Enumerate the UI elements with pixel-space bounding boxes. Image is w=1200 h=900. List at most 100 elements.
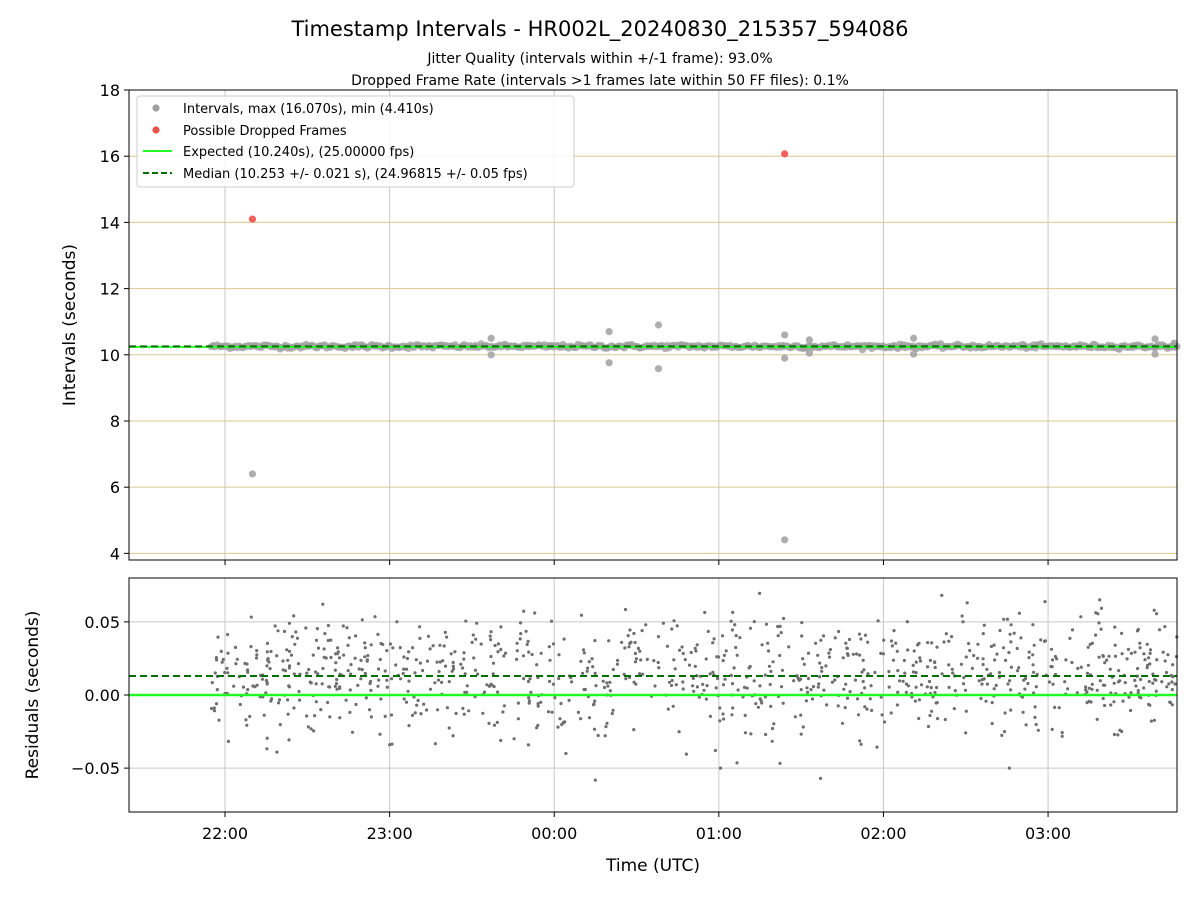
residual-point bbox=[711, 670, 715, 674]
residual-point bbox=[373, 615, 377, 619]
residual-point bbox=[802, 662, 806, 666]
residual-point bbox=[1033, 715, 1037, 720]
residual-point bbox=[334, 661, 338, 665]
residual-point bbox=[933, 665, 937, 670]
residual-point bbox=[1017, 666, 1021, 670]
residual-point bbox=[1161, 650, 1165, 654]
residual-point bbox=[476, 672, 480, 676]
residual-point bbox=[628, 628, 632, 632]
residual-point bbox=[354, 634, 358, 638]
residual-point bbox=[913, 699, 918, 703]
residual-point bbox=[546, 710, 551, 714]
residual-point bbox=[557, 676, 561, 681]
residual-point bbox=[567, 698, 571, 703]
residual-point bbox=[496, 690, 500, 694]
residual-point bbox=[608, 689, 612, 693]
residual-point bbox=[943, 717, 947, 722]
top-y-tick-label: 10 bbox=[100, 346, 120, 365]
residual-point bbox=[315, 627, 319, 631]
residual-point bbox=[1002, 730, 1007, 734]
residual-point bbox=[623, 646, 627, 650]
residual-point bbox=[359, 677, 363, 681]
residual-point bbox=[368, 681, 372, 686]
residual-point bbox=[286, 712, 290, 716]
residual-point bbox=[1027, 650, 1031, 654]
interval-point bbox=[1170, 339, 1178, 347]
residual-point bbox=[214, 656, 218, 660]
residual-point bbox=[1016, 669, 1020, 673]
residual-point bbox=[593, 778, 597, 782]
residual-point bbox=[356, 683, 360, 688]
residual-point bbox=[309, 681, 313, 685]
residual-point bbox=[268, 667, 272, 671]
residual-point bbox=[515, 657, 519, 662]
residual-point bbox=[216, 635, 220, 639]
residual-point bbox=[882, 720, 887, 724]
residual-point bbox=[1036, 728, 1040, 732]
residual-point bbox=[809, 688, 813, 692]
residual-point bbox=[570, 680, 574, 684]
residual-point bbox=[596, 733, 600, 738]
residual-point bbox=[243, 661, 247, 666]
residual-point bbox=[743, 731, 748, 735]
legend-label: Expected (10.240s), (25.00000 fps) bbox=[183, 145, 414, 160]
residual-point bbox=[1101, 683, 1105, 687]
residual-point bbox=[695, 685, 700, 689]
residual-point bbox=[379, 697, 383, 701]
residual-point bbox=[851, 652, 855, 656]
top-y-tick-label: 14 bbox=[100, 213, 120, 232]
residual-point bbox=[1026, 681, 1030, 686]
legend-label: Possible Dropped Frames bbox=[183, 124, 347, 139]
residual-point bbox=[1063, 680, 1067, 684]
residual-point bbox=[1053, 705, 1057, 710]
residual-point bbox=[526, 639, 530, 644]
residual-point bbox=[1171, 663, 1175, 667]
residual-point bbox=[796, 675, 800, 679]
residual-point bbox=[255, 653, 259, 657]
residual-point bbox=[764, 622, 769, 626]
residual-point bbox=[475, 621, 479, 625]
residual-point bbox=[611, 667, 615, 672]
residual-point bbox=[591, 703, 596, 707]
residual-point bbox=[693, 664, 697, 669]
legend-dropped-marker bbox=[152, 126, 160, 134]
residual-point bbox=[363, 641, 367, 645]
residual-point bbox=[1105, 658, 1109, 662]
residual-point bbox=[293, 642, 297, 646]
residual-point bbox=[992, 687, 996, 691]
residual-point bbox=[1034, 722, 1038, 727]
residual-point bbox=[378, 657, 382, 662]
residual-point bbox=[294, 630, 298, 634]
residual-point bbox=[419, 712, 423, 716]
residual-point bbox=[276, 629, 280, 633]
residual-point bbox=[1007, 650, 1011, 655]
residual-point bbox=[1168, 700, 1173, 705]
interval-point bbox=[781, 354, 789, 362]
residual-point bbox=[223, 670, 227, 675]
residual-point bbox=[462, 657, 466, 661]
residual-point bbox=[970, 666, 975, 671]
residual-point bbox=[1133, 678, 1137, 683]
residual-point bbox=[953, 689, 957, 693]
residual-point bbox=[1095, 717, 1099, 722]
residual-point bbox=[487, 684, 491, 688]
residual-point bbox=[964, 655, 968, 659]
residual-point bbox=[1076, 666, 1080, 671]
residual-point bbox=[1151, 681, 1155, 685]
residual-point bbox=[1142, 686, 1146, 690]
residual-point bbox=[672, 658, 676, 662]
residual-point bbox=[933, 660, 937, 665]
residual-point bbox=[1103, 703, 1107, 708]
residual-point bbox=[929, 686, 933, 690]
residual-point bbox=[873, 670, 877, 675]
residual-point bbox=[1148, 651, 1152, 656]
residual-point bbox=[485, 683, 489, 687]
residual-point bbox=[593, 699, 597, 703]
residual-point bbox=[780, 668, 785, 672]
chart-subtitle-jitter: Jitter Quality (intervals within +/-1 fr… bbox=[426, 51, 772, 67]
residual-point bbox=[1116, 733, 1120, 737]
residual-point bbox=[778, 653, 782, 658]
legend-label: Median (10.253 +/- 0.021 s), (24.96815 +… bbox=[183, 167, 528, 182]
bottom-y-tick-label: 0.00 bbox=[84, 686, 120, 705]
residual-point bbox=[981, 632, 985, 636]
